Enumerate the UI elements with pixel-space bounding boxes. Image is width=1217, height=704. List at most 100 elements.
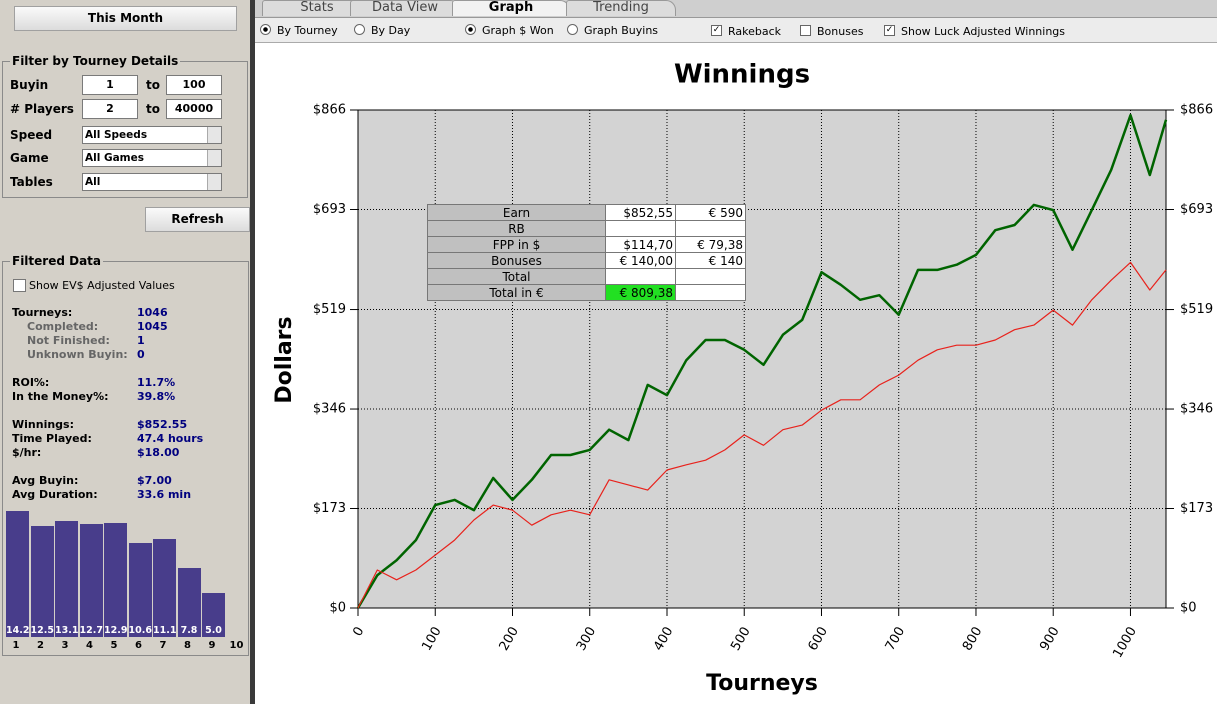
tab[interactable]: Stats	[262, 0, 372, 16]
x-tick-label: 800	[960, 625, 985, 654]
stat-label: In the Money%:	[12, 390, 109, 403]
table-row: Total	[427, 268, 746, 285]
bar-value-label: 7.8	[180, 625, 198, 636]
stat-value: 0	[137, 348, 145, 361]
checkbox[interactable]	[800, 25, 811, 36]
table-cell: FPP in $	[427, 236, 606, 253]
table-row: Earn $852,55 € 590	[427, 204, 746, 221]
checkbox-label[interactable]: Show Luck Adjusted Winnings	[901, 25, 1066, 38]
table-cell: € 590	[675, 204, 746, 221]
tab[interactable]: Graph	[452, 0, 570, 16]
radio-button[interactable]	[354, 24, 365, 35]
dropdown[interactable]: All	[82, 173, 222, 191]
checkbox[interactable]	[13, 279, 26, 292]
stat-label: Time Played:	[12, 432, 92, 445]
filtered-data-title: Filtered Data	[10, 254, 104, 268]
text-input[interactable]: 40000	[166, 99, 222, 119]
bucket-label: 2	[37, 640, 44, 651]
x-tick-label: 400	[651, 625, 676, 654]
stat-value: $18.00	[137, 446, 180, 459]
x-tick-label: 1000	[1110, 625, 1140, 661]
text-input[interactable]: 1	[82, 75, 138, 95]
stat-value: 33.6 min	[137, 488, 192, 501]
y-tick-label: $693	[313, 202, 346, 217]
text-input[interactable]: 2	[82, 99, 138, 119]
table-row: Total in € € 809,38	[427, 284, 746, 301]
series-line	[356, 113, 1168, 609]
checkbox-label[interactable]: Show EV$ Adjusted Values	[29, 279, 175, 292]
tab[interactable]: Data View	[350, 0, 460, 16]
y-tick-label: $173	[313, 501, 346, 516]
checkbox[interactable]: ✓	[711, 25, 722, 36]
stat-label: Not Finished:	[27, 334, 110, 347]
filter-label: Speed	[10, 128, 53, 142]
table-row: Bonuses € 140,00 € 140	[427, 252, 746, 269]
bucket-label: 6	[135, 640, 142, 651]
checkbox-label[interactable]: Bonuses	[817, 25, 864, 38]
table-cell: Total	[427, 268, 606, 285]
x-tick-label: 300	[574, 625, 599, 654]
stat-label: Tourneys:	[12, 306, 73, 319]
toolbar	[255, 18, 1217, 43]
y-tick-label: $0	[329, 601, 346, 616]
radio-label[interactable]: Graph Buyins	[584, 24, 659, 37]
table-cell: € 140	[675, 252, 746, 269]
bar	[6, 511, 29, 637]
radio-button[interactable]	[465, 24, 476, 35]
filter-label: Buyin	[10, 78, 49, 92]
x-tick-label: 700	[883, 625, 908, 654]
bar	[55, 520, 78, 637]
radio-label[interactable]: Graph $ Won	[482, 24, 554, 37]
filter-label: Tables	[10, 175, 53, 189]
dropdown[interactable]: All Speeds	[82, 126, 222, 144]
y-tick-label: $519	[313, 302, 346, 317]
y-tick-label: $346	[1180, 402, 1213, 417]
bucket-label: 5	[110, 640, 118, 651]
filter-label: Game	[10, 151, 49, 165]
radio-label[interactable]: By Day	[371, 24, 411, 37]
tab[interactable]: Trending	[566, 0, 676, 16]
bucket-label: 9	[208, 640, 216, 651]
dropdown[interactable]: All Games	[82, 149, 222, 167]
chart-title: Winnings	[674, 60, 810, 90]
text-input[interactable]: 100	[166, 75, 222, 95]
period-button[interactable]: This Month	[14, 6, 237, 31]
table-row: RB	[427, 220, 746, 237]
bucket-label: 10	[229, 640, 244, 651]
radio-button[interactable]	[567, 24, 578, 35]
bar	[128, 542, 152, 637]
bar-value-label: 11.1	[153, 625, 177, 636]
x-tick-label: 100	[419, 625, 444, 654]
y-tick-label: $693	[1180, 202, 1213, 217]
y-tick-label: $173	[1180, 501, 1213, 516]
filter-label: # Players	[10, 102, 74, 116]
y-tick-label: $346	[313, 402, 346, 417]
table-cell: $114,70	[605, 236, 676, 253]
summary-table: Earn $852,55 € 590 RB FPP in $ $114,70 € 79,38…	[427, 204, 746, 301]
y-tick-label: $519	[1180, 302, 1213, 317]
table-cell	[675, 220, 746, 237]
table-cell	[605, 220, 676, 237]
table-cell	[675, 268, 746, 285]
stat-label: Winnings:	[12, 418, 74, 431]
checkbox-label[interactable]: Rakeback	[728, 25, 782, 38]
checkbox[interactable]: ✓	[884, 25, 895, 36]
bar	[79, 524, 103, 637]
table-cell: € 140,00	[605, 252, 676, 269]
bucket-label: 3	[61, 640, 69, 651]
table-cell: Total in €	[427, 284, 606, 301]
bar	[104, 522, 127, 637]
table-cell: € 79,38	[675, 236, 746, 253]
radio-button[interactable]	[260, 24, 271, 35]
filter-title: Filter by Tourney Details	[10, 54, 181, 68]
bar-value-label: 12.9	[104, 625, 128, 636]
refresh-button[interactable]: Refresh	[145, 207, 250, 232]
x-tick-label: 500	[728, 625, 753, 654]
y-tick-label: $0	[1180, 601, 1197, 616]
plot-area	[357, 109, 1167, 609]
x-tick-label: 600	[806, 625, 831, 654]
series-line	[357, 261, 1167, 609]
stat-label: $/hr:	[12, 446, 42, 459]
radio-label[interactable]: By Tourney	[277, 24, 338, 37]
